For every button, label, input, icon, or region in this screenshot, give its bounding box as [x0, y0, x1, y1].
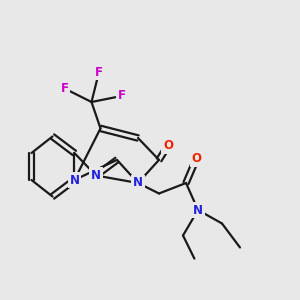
- Text: N: N: [91, 169, 101, 182]
- Text: O: O: [163, 139, 173, 152]
- Text: N: N: [193, 203, 203, 217]
- Text: O: O: [191, 152, 202, 165]
- Text: N: N: [133, 176, 143, 190]
- Text: F: F: [95, 65, 103, 79]
- Text: N: N: [69, 173, 80, 187]
- Text: F: F: [118, 89, 125, 103]
- Text: F: F: [61, 82, 68, 95]
